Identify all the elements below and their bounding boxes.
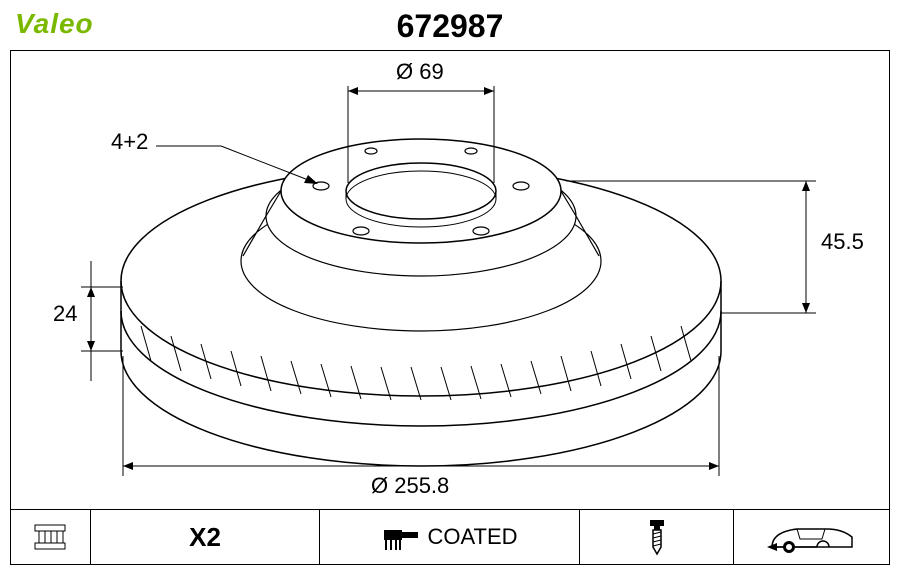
screw-icon	[642, 517, 672, 557]
quantity-label: X2	[91, 510, 320, 564]
brush-icon	[381, 520, 421, 555]
footer-bar: X2 COATED	[10, 510, 890, 565]
brand-logo: Valeo	[15, 8, 94, 40]
dim-outer: Ø 255.8	[371, 473, 449, 499]
dim-thickness: 24	[53, 301, 77, 327]
car-front-icon	[767, 517, 857, 557]
dim-height: 45.5	[821, 229, 864, 255]
dim-bore: Ø 69	[396, 59, 444, 85]
brake-disc-drawing	[11, 51, 891, 511]
diagram-frame: Ø 69 4+2 24 45.5 Ø 255.8	[10, 50, 890, 510]
dim-holes: 4+2	[111, 129, 148, 155]
part-number: 672987	[397, 8, 504, 45]
coating-label: COATED	[427, 524, 517, 550]
vented-icon	[30, 517, 70, 557]
